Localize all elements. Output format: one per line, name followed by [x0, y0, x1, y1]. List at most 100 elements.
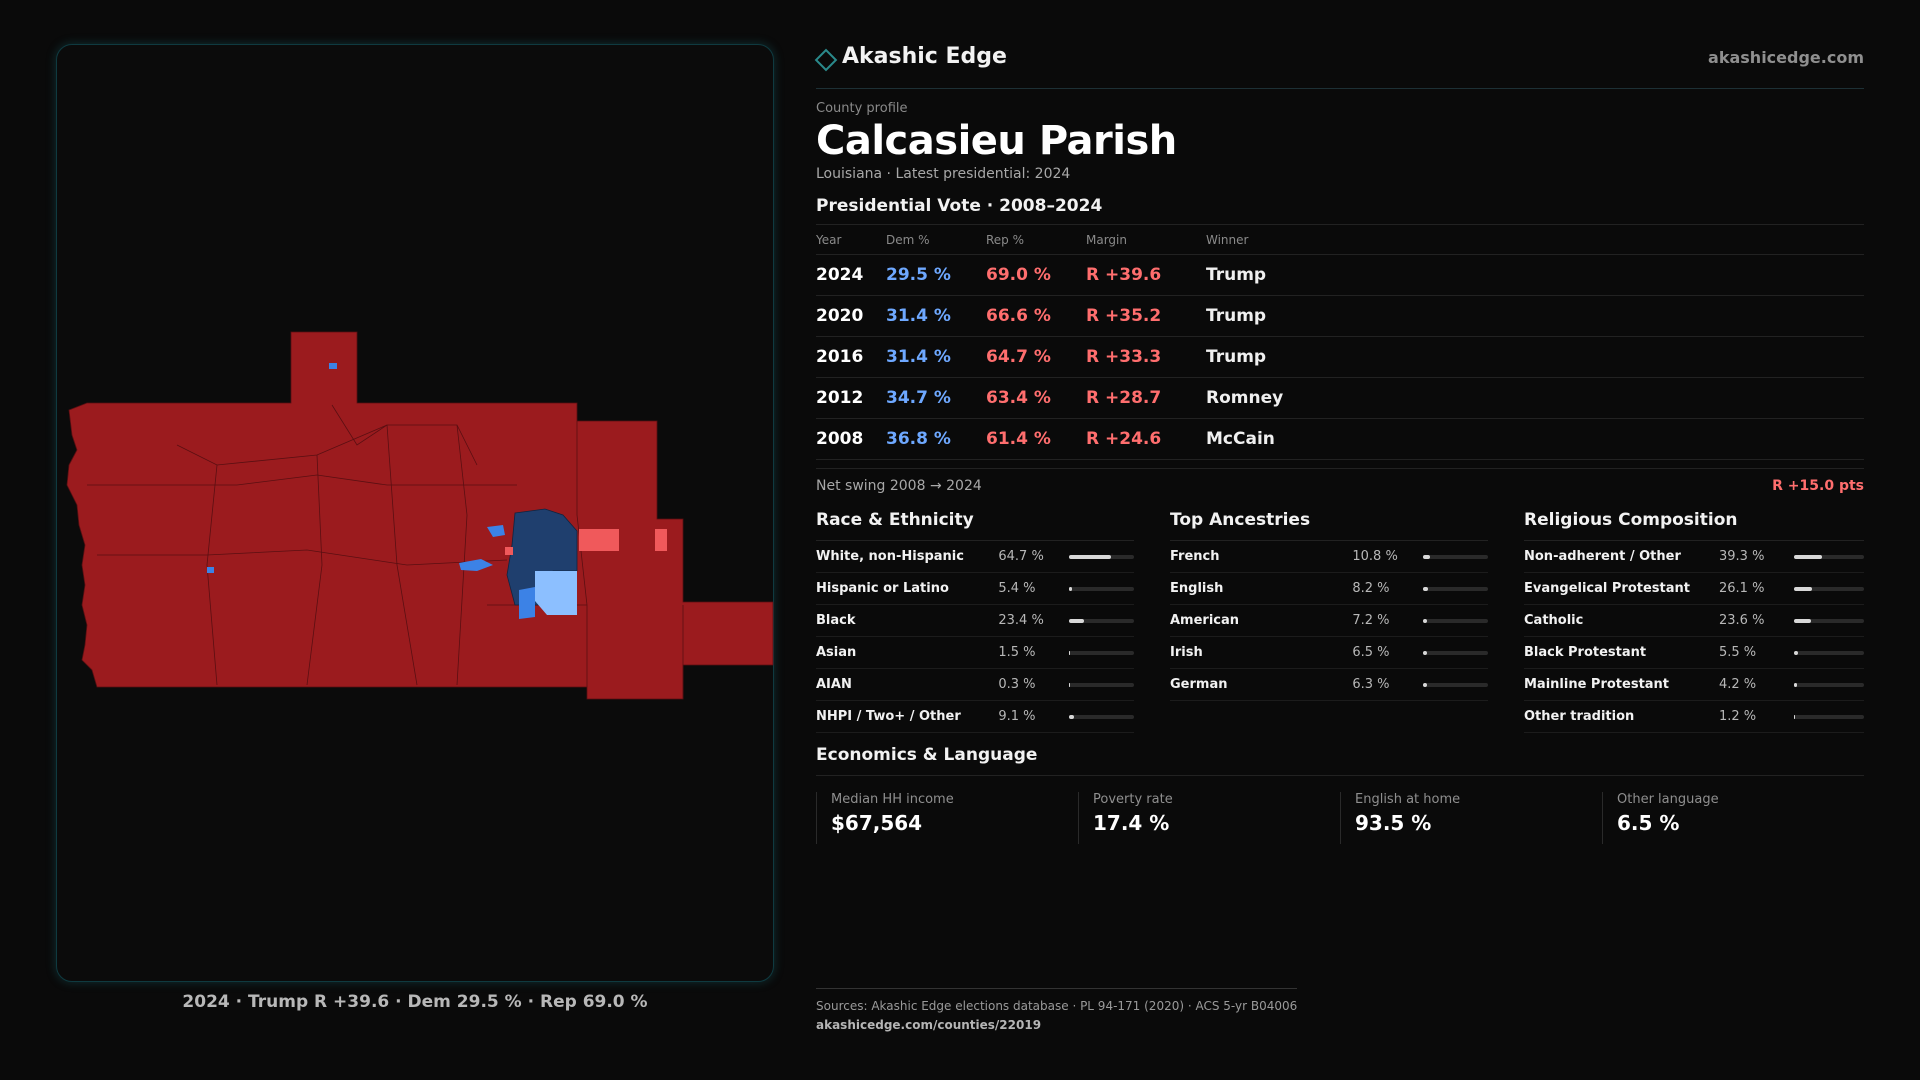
precinct-dem-lean-south[interactable]: [535, 571, 577, 615]
stat-median-income: Median HH income $67,564: [816, 792, 1078, 844]
county-map-panel[interactable]: [56, 44, 774, 982]
precinct-dem-small-west[interactable]: [207, 567, 214, 573]
bar-fill: [1794, 714, 1796, 719]
item-percent: 6.5 %: [1352, 645, 1390, 660]
item-label: Black Protestant: [1524, 645, 1647, 660]
item-label: White, non-Hispanic: [816, 549, 964, 564]
item-percent: 4.2 %: [1719, 677, 1757, 692]
religion-title: Religious Composition: [1524, 510, 1864, 541]
precinct-region-west[interactable]: [66, 331, 774, 700]
item-label: NHPI / Two+ / Other: [816, 709, 961, 724]
precinct-rep-lean-center[interactable]: [505, 547, 513, 555]
vote-section-title: Presidential Vote · 2008–2024: [816, 196, 1864, 225]
bar-track: [1068, 682, 1134, 687]
cell-dem: 31.4 %: [886, 336, 986, 378]
stat-label: Other language: [1617, 792, 1719, 807]
cell-dem: 31.4 %: [886, 295, 986, 337]
cell-winner: Trump: [1206, 254, 1864, 296]
bar-fill: [1794, 682, 1797, 687]
item-percent: 6.3 %: [1352, 677, 1390, 692]
stat-value: 17.4 %: [1093, 811, 1170, 835]
brand-name[interactable]: Akashic Edge: [842, 44, 1007, 69]
bar-fill: [1068, 586, 1073, 591]
column-header-dem: Dem %: [886, 225, 986, 255]
bar-fill: [1068, 618, 1084, 623]
table-row: 2008 36.8 % 61.4 % R +24.6 McCain: [816, 418, 1864, 460]
cell-margin: R +33.3: [1086, 336, 1206, 378]
list-item: Evangelical Protestant 26.1 %: [1524, 573, 1864, 605]
net-swing-label: Net swing 2008 → 2024: [816, 478, 982, 494]
item-percent: 8.2 %: [1352, 581, 1390, 596]
cell-margin: R +35.2: [1086, 295, 1206, 337]
precinct-dem-small-north[interactable]: [329, 363, 337, 369]
bar-track: [1422, 618, 1488, 623]
table-row: 2020 31.4 % 66.6 % R +35.2 Trump: [816, 295, 1864, 337]
cell-rep: 64.7 %: [986, 336, 1086, 378]
bar-fill: [1422, 586, 1428, 591]
bar-fill: [1068, 650, 1070, 655]
cell-dem: 29.5 %: [886, 254, 986, 296]
brand-header: Akashic Edge akashicedge.com: [814, 44, 1864, 89]
precinct-map[interactable]: [57, 45, 775, 983]
item-label: American: [1170, 613, 1240, 628]
bar-track: [1422, 682, 1488, 687]
table-header-row: Year Dem % Rep % Margin Winner: [816, 225, 1864, 255]
item-percent: 10.8 %: [1352, 549, 1398, 564]
column-header-winner: Winner: [1206, 225, 1864, 255]
cell-winner: Trump: [1206, 336, 1864, 378]
ancestries-title: Top Ancestries: [1170, 510, 1488, 541]
bar-track: [1068, 586, 1134, 591]
precinct-rep-lean-east-1[interactable]: [579, 529, 619, 551]
cell-dem: 36.8 %: [886, 418, 986, 460]
cell-winner: McCain: [1206, 418, 1864, 460]
race-ethnicity-list: White, non-Hispanic 64.7 % Hispanic or Lat…: [816, 541, 1134, 733]
item-percent: 1.5 %: [998, 645, 1036, 660]
ancestries-list: French 10.8 % English 8.2 % American 7.2 % Iri…: [1170, 541, 1488, 701]
sources-text: Sources: Akashic Edge elections database…: [816, 999, 1298, 1013]
list-item: Asian 1.5 %: [816, 637, 1134, 669]
economics-title: Economics & Language: [816, 745, 1864, 776]
page-subtitle: Louisiana · Latest presidential: 2024: [816, 166, 1071, 182]
item-label: Non-adherent / Other: [1524, 549, 1681, 564]
precinct-dem-mid-2[interactable]: [459, 559, 493, 571]
list-item: Black 23.4 %: [816, 605, 1134, 637]
item-label: Catholic: [1524, 613, 1584, 628]
bar-track: [1422, 554, 1488, 559]
brand-url-link[interactable]: akashicedge.com: [1708, 48, 1864, 67]
county-profile-panel: Akashic Edge akashicedge.com County prof…: [814, 44, 1864, 844]
item-label: Black: [816, 613, 856, 628]
bar-track: [1068, 618, 1134, 623]
item-percent: 1.2 %: [1719, 709, 1757, 724]
bar-track: [1794, 682, 1864, 687]
map-caption: 2024 · Trump R +39.6 · Dem 29.5 % · Rep …: [182, 992, 648, 1012]
cell-rep: 66.6 %: [986, 295, 1086, 337]
cell-dem: 34.7 %: [886, 377, 986, 419]
bar-track: [1794, 650, 1864, 655]
bar-track: [1068, 554, 1134, 559]
stat-label: English at home: [1355, 792, 1461, 807]
net-swing-row: Net swing 2008 → 2024 R +15.0 pts: [816, 468, 1864, 500]
item-label: Evangelical Protestant: [1524, 581, 1690, 596]
item-percent: 0.3 %: [998, 677, 1036, 692]
race-ethnicity-column: Race & Ethnicity White, non-Hispanic 64.7…: [816, 510, 1134, 733]
page-kicker: County profile: [816, 101, 908, 116]
cell-winner: Romney: [1206, 377, 1864, 419]
bar-fill: [1422, 618, 1428, 623]
map-precincts: [66, 331, 774, 700]
precinct-dem-mid-1[interactable]: [487, 525, 505, 537]
stat-value: 93.5 %: [1355, 811, 1432, 835]
religion-column: Religious Composition Non-adherent / Oth…: [1524, 510, 1864, 733]
bar-fill: [1068, 682, 1070, 687]
bar-fill: [1068, 554, 1111, 559]
presidential-vote-table: Year Dem % Rep % Margin Winner 2024 29.5…: [816, 225, 1864, 460]
race-ethnicity-title: Race & Ethnicity: [816, 510, 1134, 541]
precinct-dem-mid-3[interactable]: [519, 587, 535, 619]
precinct-rep-lean-east-2[interactable]: [655, 529, 667, 551]
item-percent: 39.3 %: [1719, 549, 1765, 564]
item-percent: 23.6 %: [1719, 613, 1765, 628]
item-label: French: [1170, 549, 1220, 564]
item-label: German: [1170, 677, 1228, 692]
cell-rep: 61.4 %: [986, 418, 1086, 460]
county-permalink[interactable]: akashicedge.com/counties/22019: [816, 1018, 1042, 1032]
bar-track: [1794, 618, 1864, 623]
